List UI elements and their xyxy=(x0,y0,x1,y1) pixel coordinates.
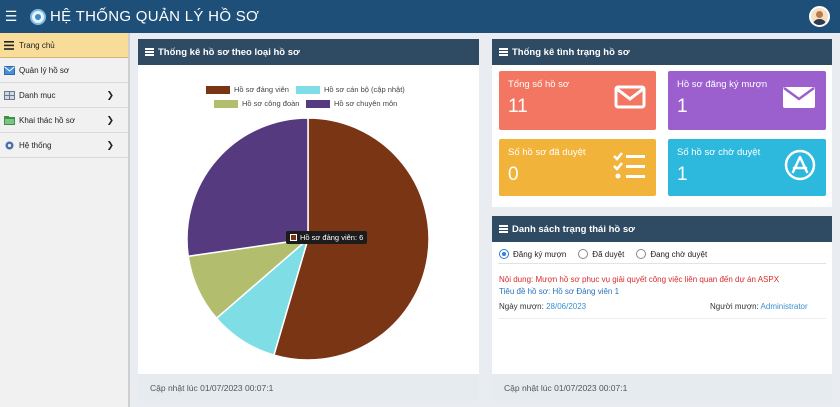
checklist-icon xyxy=(613,152,645,179)
sidebar-item-label: Khai thác hồ sơ xyxy=(19,115,75,125)
panel-header: Danh sách trạng thái hồ sơ xyxy=(492,216,832,242)
top-bar: ☰ HỆ THỐNG QUẢN LÝ HỒ SƠ xyxy=(0,0,840,33)
card-label: Số hồ sơ chờ duyệt xyxy=(677,147,761,158)
legend-label: Hồ sơ cán bộ (cập nhật) xyxy=(324,85,405,94)
date-value: 28/06/2023 xyxy=(546,302,587,311)
panel-header: Thống kê hồ sơ theo loại hồ sơ xyxy=(138,39,479,65)
sidebar-item-catalog[interactable]: Danh mục ❯ xyxy=(0,83,128,108)
envelope-icon xyxy=(614,85,646,109)
menu-toggle-icon[interactable]: ☰ xyxy=(4,8,18,24)
card-total-records[interactable]: Tổng số hồ sơ 11 xyxy=(499,71,656,130)
legend-label: Hồ sơ đảng viên xyxy=(234,85,289,94)
legend-item[interactable]: Hồ sơ đảng viên xyxy=(206,85,289,94)
menu-lines-icon xyxy=(4,40,15,50)
updated-time: Cập nhật lúc 01/07/2023 00:07:1 xyxy=(504,382,628,393)
card-label: Hồ sơ đăng ký mượn xyxy=(677,79,768,90)
record-title[interactable]: Tiêu đề hồ sơ: Hồ sơ Đảng viên 1 xyxy=(499,287,619,296)
chart-tooltip: Hồ sơ đảng viên: 6 xyxy=(286,231,368,244)
sidebar: Trang chủ Quản lý hồ sơ Danh mục ❯ Khai … xyxy=(0,33,130,407)
chevron-right-icon: ❯ xyxy=(106,90,114,100)
card-pending[interactable]: Số hồ sơ chờ duyệt 1 xyxy=(668,139,826,196)
chevron-right-icon: ❯ xyxy=(106,140,114,150)
legend-item[interactable]: Hồ sơ cán bộ (cập nhật) xyxy=(296,85,405,94)
legend-swatch xyxy=(206,85,230,94)
panel-title: Danh sách trạng thái hồ sơ xyxy=(512,223,635,235)
sidebar-item-label: Danh mục xyxy=(19,90,56,100)
list-icon xyxy=(499,225,508,233)
sidebar-item-exploit[interactable]: Khai thác hồ sơ ❯ xyxy=(0,108,128,133)
chevron-right-icon: ❯ xyxy=(106,115,114,125)
radio-borrow[interactable] xyxy=(499,249,509,259)
card-approved[interactable]: Số hồ sơ đã duyệt 0 xyxy=(499,139,656,196)
legend-item[interactable]: Hồ sơ công đoàn xyxy=(214,99,299,108)
record-borrower: Người mượn: Administrator xyxy=(710,302,808,311)
card-borrow-requests[interactable]: Hồ sơ đăng ký mượn 1 xyxy=(668,71,826,130)
pie-chart xyxy=(186,117,430,361)
status-list-panel: Danh sách trạng thái hồ sơ Đăng ký mượn … xyxy=(492,216,832,401)
folder-icon xyxy=(4,115,15,125)
legend-swatch xyxy=(296,85,320,94)
app-logo-icon xyxy=(30,8,46,25)
app-title: HỆ THỐNG QUẢN LÝ HỒ SƠ xyxy=(50,8,260,25)
sidebar-item-label: Hệ thống xyxy=(19,140,52,150)
list-icon xyxy=(145,48,154,56)
card-value: 11 xyxy=(508,96,528,117)
envelope-icon xyxy=(4,65,15,75)
date-label: Ngày mượn: xyxy=(499,302,544,311)
legend-item[interactable]: Hồ sơ chuyên môn xyxy=(306,99,397,108)
envelope-filled-icon xyxy=(783,86,815,108)
gear-icon xyxy=(4,141,15,150)
card-label: Số hồ sơ đã duyệt xyxy=(508,147,586,158)
borrower-value: Administrator xyxy=(760,302,808,311)
card-value: 1 xyxy=(677,164,688,185)
tooltip-text: Hồ sơ đảng viên: 6 xyxy=(300,233,364,242)
card-label: Tổng số hồ sơ xyxy=(508,79,570,90)
divider xyxy=(498,318,826,319)
radio-approved[interactable] xyxy=(578,249,589,259)
borrower-label: Người mượn: xyxy=(710,302,759,311)
tooltip-swatch xyxy=(290,234,297,241)
title-label: Tiêu đề hồ sơ: xyxy=(499,287,551,296)
sidebar-item-records[interactable]: Quản lý hồ sơ xyxy=(0,58,128,83)
panel-header: Thống kê tình trạng hồ sơ xyxy=(492,39,832,65)
sidebar-item-home[interactable]: Trang chủ xyxy=(0,33,128,58)
panel-title: Thống kê tình trạng hồ sơ xyxy=(512,46,630,58)
panel-footer: Cập nhật lúc 01/07/2023 00:07:1 xyxy=(492,374,832,401)
records-by-type-panel: Thống kê hồ sơ theo loại hồ sơ Hồ sơ đản… xyxy=(138,39,479,401)
list-icon xyxy=(499,48,508,56)
sidebar-item-label: Quản lý hồ sơ xyxy=(19,65,70,75)
grid-icon xyxy=(4,90,15,100)
legend-swatch xyxy=(214,99,238,108)
legend-label: Hồ sơ công đoàn xyxy=(242,99,300,108)
radio-label: Đăng ký mượn xyxy=(513,249,567,259)
content-value: Mượn hồ sơ phục vụ giải quyết công việc … xyxy=(535,275,780,284)
record-date: Ngày mượn: 28/06/2023 xyxy=(499,302,586,311)
updated-time: Cập nhật lúc 01/07/2023 00:07:1 xyxy=(150,382,274,393)
radio-label: Đang chờ duyệt xyxy=(650,249,708,259)
record-content: Nội dung: Mượn hồ sơ phục vụ giải quyết … xyxy=(499,275,779,284)
sidebar-item-label: Trang chủ xyxy=(19,40,55,50)
panel-title: Thống kê hồ sơ theo loại hồ sơ xyxy=(158,46,300,58)
status-filter-group: Đăng ký mượn Đã duyệt Đang chờ duyệt xyxy=(499,249,719,259)
sidebar-item-system[interactable]: Hệ thống ❯ xyxy=(0,133,128,158)
pie-slice[interactable] xyxy=(186,117,309,258)
card-value: 0 xyxy=(508,164,519,185)
user-avatar[interactable] xyxy=(809,6,830,27)
legend-label: Hồ sơ chuyên môn xyxy=(334,99,398,108)
content-label: Nội dung: xyxy=(499,275,534,284)
legend-swatch xyxy=(306,99,330,108)
status-stats-panel: Thống kê tình trạng hồ sơ Tổng số hồ sơ … xyxy=(492,39,832,207)
card-value: 1 xyxy=(677,96,688,117)
radio-label: Đã duyệt xyxy=(592,249,625,259)
divider xyxy=(498,263,826,264)
title-value: Hồ sơ Đảng viên 1 xyxy=(552,287,620,296)
radio-pending[interactable] xyxy=(636,249,647,259)
app-store-icon xyxy=(784,149,816,181)
panel-footer: Cập nhật lúc 01/07/2023 00:07:1 xyxy=(138,374,479,401)
